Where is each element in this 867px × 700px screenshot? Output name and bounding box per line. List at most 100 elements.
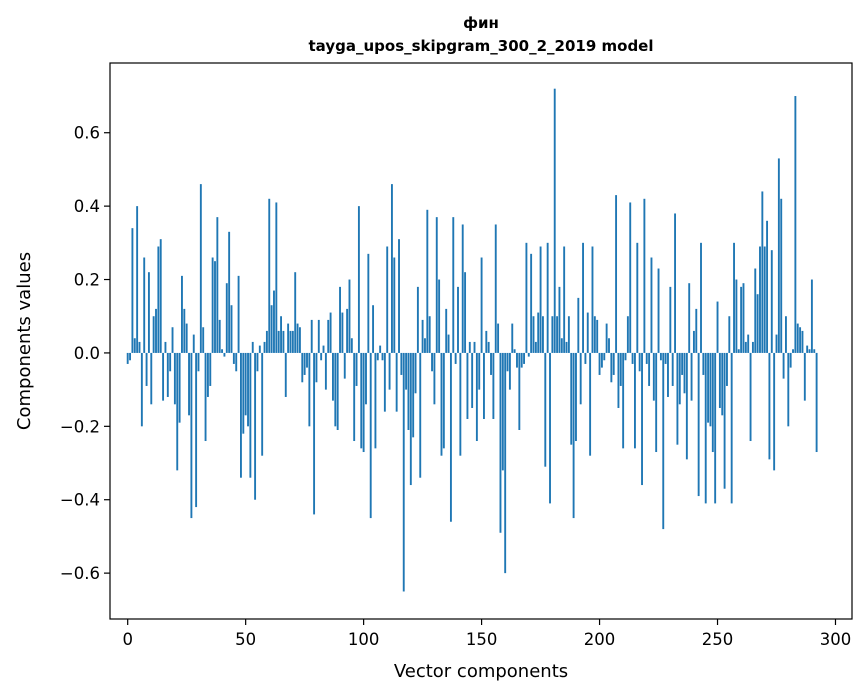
- bar: [457, 286, 459, 353]
- bar: [697, 352, 700, 497]
- bar: [303, 352, 306, 375]
- bar: [799, 327, 802, 353]
- bar: [294, 272, 297, 353]
- bar: [365, 352, 367, 405]
- bar: [525, 242, 528, 353]
- bar: [775, 334, 778, 353]
- bar: [459, 352, 462, 456]
- bar: [466, 352, 469, 419]
- bar: [221, 349, 224, 353]
- bar: [235, 352, 238, 372]
- bar: [428, 316, 431, 353]
- bar: [763, 246, 766, 353]
- bar: [634, 352, 636, 449]
- bar: [202, 327, 205, 353]
- bar: [287, 323, 290, 353]
- bar: [527, 352, 530, 357]
- bar: [190, 352, 193, 519]
- bar: [608, 338, 610, 353]
- bar: [737, 349, 740, 353]
- bar: [629, 202, 632, 353]
- bar: [230, 305, 233, 353]
- bar: [162, 352, 165, 401]
- bar: [433, 352, 436, 405]
- bar: [501, 352, 504, 471]
- bar: [206, 352, 209, 397]
- x-tick-label: 200: [584, 630, 616, 649]
- bar: [605, 323, 608, 353]
- bar: [669, 286, 672, 353]
- bar: [808, 349, 811, 353]
- bar: [386, 246, 389, 353]
- bar: [336, 352, 339, 430]
- bar: [339, 286, 341, 353]
- bar: [195, 352, 198, 508]
- bar: [181, 275, 183, 353]
- bar: [619, 352, 622, 386]
- bar: [211, 257, 214, 353]
- bar: [596, 319, 599, 353]
- bar: [766, 220, 769, 353]
- bar: [537, 312, 540, 353]
- bar: [626, 316, 629, 353]
- bar: [369, 352, 372, 519]
- bar: [789, 352, 792, 368]
- bar: [721, 352, 724, 416]
- bar: [360, 352, 363, 449]
- bar: [471, 352, 474, 408]
- bar: [147, 272, 150, 353]
- bar: [520, 352, 523, 368]
- bar: [440, 352, 443, 456]
- x-tick-label: 150: [466, 630, 498, 649]
- bar: [209, 352, 212, 386]
- bar: [480, 257, 483, 353]
- bar: [126, 352, 129, 364]
- bar: [232, 352, 235, 364]
- bar: [652, 352, 655, 401]
- bar: [810, 279, 813, 353]
- bar: [494, 224, 497, 353]
- bar: [251, 341, 254, 353]
- bar: [497, 323, 500, 353]
- bar: [143, 257, 146, 353]
- bar: [237, 275, 240, 353]
- bar: [603, 352, 606, 361]
- bar: [346, 308, 349, 353]
- bar: [676, 352, 679, 445]
- bar: [374, 352, 377, 449]
- bar: [690, 352, 693, 401]
- bar: [749, 352, 752, 442]
- bar: [145, 352, 148, 386]
- bar: [591, 246, 594, 353]
- bar: [192, 334, 195, 353]
- bar: [334, 352, 337, 427]
- bar: [483, 352, 485, 419]
- bar: [622, 352, 625, 449]
- bar: [711, 352, 714, 453]
- bar: [317, 319, 320, 353]
- bar: [258, 345, 261, 353]
- bar: [166, 352, 169, 397]
- bar: [341, 312, 344, 353]
- bar: [787, 352, 790, 427]
- bar: [426, 209, 429, 353]
- bar: [412, 352, 415, 438]
- bar: [768, 352, 771, 460]
- bar: [728, 316, 731, 353]
- bar: [254, 352, 257, 500]
- bar: [707, 352, 710, 423]
- y-axis: −0.6 −0.4 −0.2 0.0 0.2 0.4 0.6: [60, 124, 110, 583]
- bar: [473, 341, 476, 353]
- bar: [704, 352, 707, 504]
- bar: [478, 352, 481, 390]
- bar: [475, 352, 478, 442]
- bar: [579, 352, 582, 405]
- bar: [136, 206, 139, 353]
- bar: [447, 334, 450, 353]
- bar: [199, 184, 202, 353]
- bar: [530, 253, 533, 353]
- bar: [240, 352, 242, 478]
- x-axis: 0 50 100 150 200 250 300: [122, 619, 851, 649]
- bar: [648, 352, 651, 386]
- bar: [792, 349, 794, 353]
